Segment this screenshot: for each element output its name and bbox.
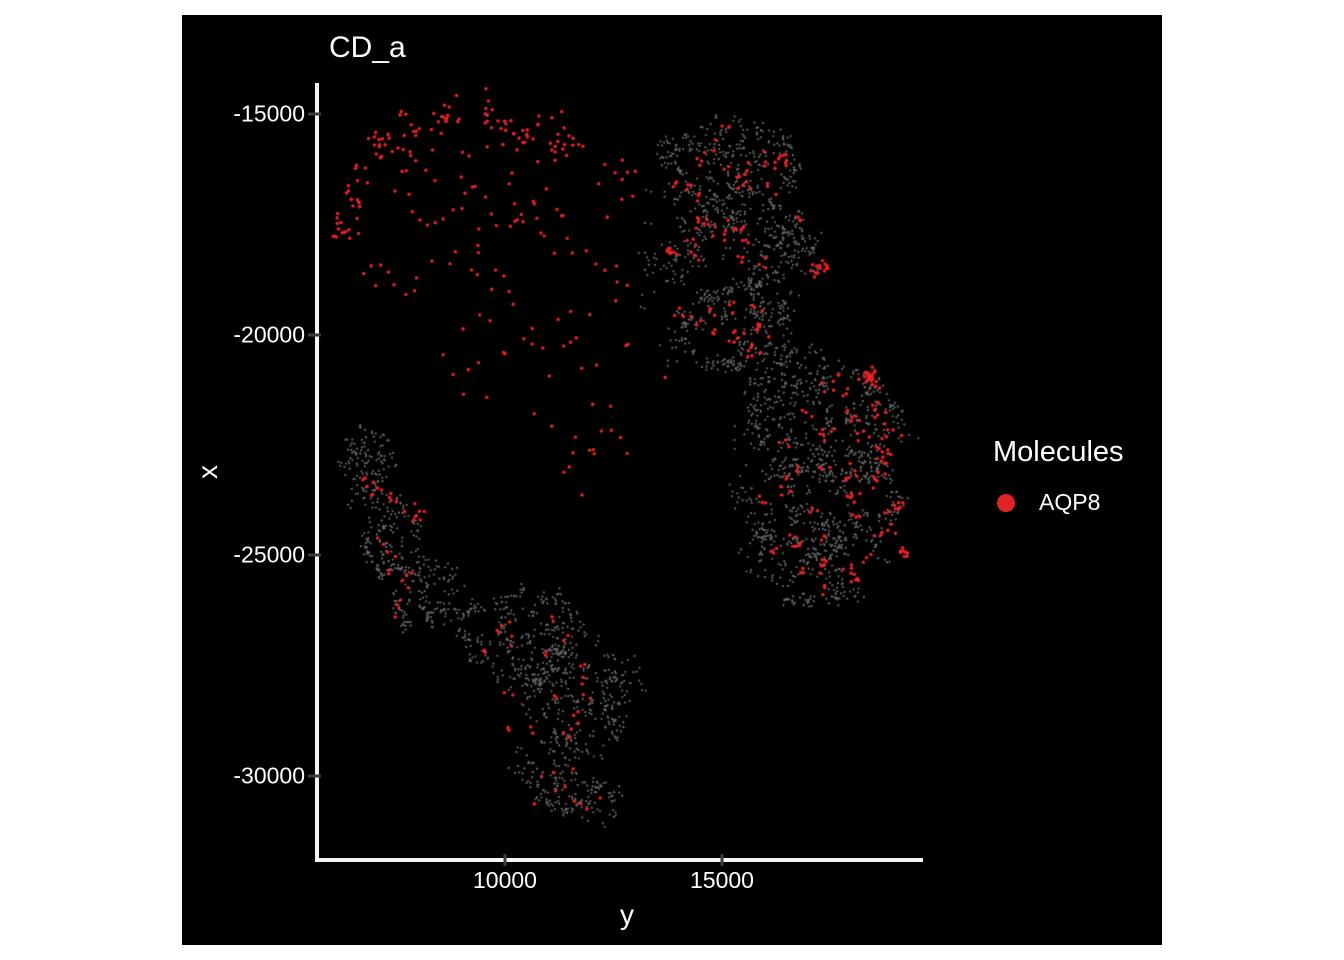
y-tick-mark <box>308 774 321 778</box>
x-axis-title: y <box>620 899 634 930</box>
y-tick-label: -25000 <box>233 541 305 568</box>
plot-area: CD_a -15000 -20000 -25000 -30000 10000 15000… <box>182 15 1162 945</box>
x-tick-label: 15000 <box>690 867 754 893</box>
x-tick-mark <box>503 854 507 866</box>
y-tick-label: -15000 <box>233 100 305 127</box>
x-axis-line <box>315 858 923 862</box>
legend-item-aqp8: AQP8 <box>993 489 1124 516</box>
y-axis-title: x <box>192 465 223 479</box>
legend-key-dot-icon <box>997 493 1015 512</box>
y-axis-line <box>315 83 319 862</box>
legend-title: Molecules <box>993 436 1124 468</box>
legend-item-label: AQP8 <box>1039 489 1101 515</box>
legend: Molecules AQP8 <box>993 436 1124 516</box>
y-tick-mark <box>308 553 321 557</box>
x-tick-label: 10000 <box>473 867 537 893</box>
plot-title: CD_a <box>329 31 406 64</box>
scatter-points-canvas <box>182 15 1162 945</box>
y-tick-label: -30000 <box>233 762 305 789</box>
y-tick-label: -20000 <box>233 321 305 347</box>
y-tick-mark <box>308 333 321 336</box>
x-tick-mark <box>720 854 724 866</box>
y-tick-mark <box>308 112 321 116</box>
